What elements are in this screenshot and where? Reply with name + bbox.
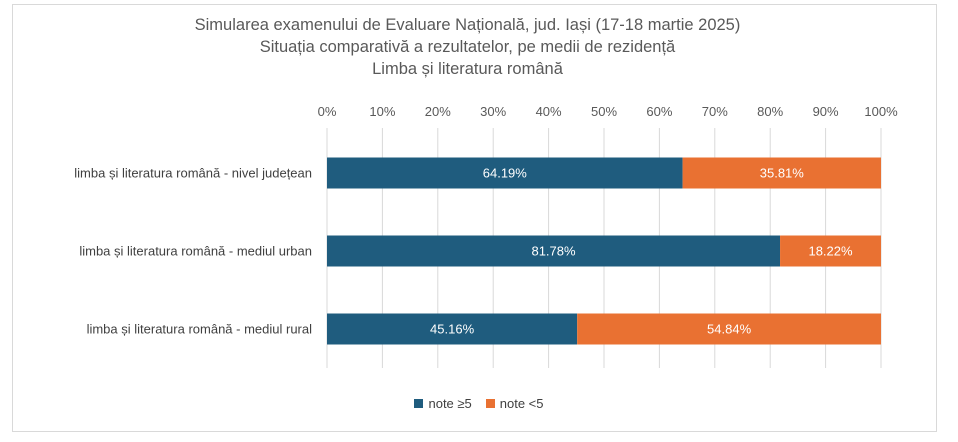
bar-segment [327, 235, 781, 267]
legend-label-pass: note ≥5 [428, 396, 472, 411]
x-tick-label: 30% [480, 104, 506, 119]
bar-segment [327, 157, 683, 189]
x-tick-label: 100% [864, 104, 898, 119]
chart-title: Simularea examenului de Evaluare Naționa… [0, 14, 935, 80]
x-tick-label: 40% [536, 104, 562, 119]
bar-segment [327, 313, 578, 345]
data-label: 18.22% [808, 244, 853, 259]
x-tick-label: 0% [318, 104, 337, 119]
x-tick-label: 20% [425, 104, 451, 119]
title-line-3: Limba și literatura română [372, 60, 563, 78]
x-tick-label: 90% [813, 104, 839, 119]
legend-swatch-pass [414, 399, 424, 408]
legend-label-fail: note <5 [499, 396, 544, 411]
bar-segment [682, 157, 881, 189]
legend-item-pass: note ≥5 [414, 396, 472, 411]
bar-segment [577, 313, 881, 345]
data-label: 81.78% [531, 244, 576, 259]
category-label: limba și literatura română - nivel județ… [74, 166, 312, 181]
category-label: limba și literatura română - mediul urba… [79, 244, 312, 259]
x-tick-label: 10% [369, 104, 395, 119]
category-label: limba și literatura română - mediul rura… [87, 322, 313, 337]
legend: note ≥5 note <5 [0, 396, 958, 411]
title-line-1: Simularea examenului de Evaluare Naționa… [194, 16, 741, 34]
title-line-2: Situația comparativă a rezultatelor, pe … [259, 38, 676, 56]
x-tick-label: 60% [646, 104, 672, 119]
x-tick-label: 80% [757, 104, 783, 119]
data-label: 54.84% [707, 322, 752, 337]
legend-item-fail: note <5 [485, 396, 544, 411]
chart-frame [12, 4, 937, 432]
x-tick-label: 50% [591, 104, 617, 119]
data-label: 45.16% [430, 322, 475, 337]
data-label: 64.19% [483, 166, 528, 181]
data-label: 35.81% [760, 166, 805, 181]
legend-swatch-fail [485, 399, 495, 408]
x-tick-label: 70% [702, 104, 728, 119]
bar-segment [780, 235, 881, 267]
